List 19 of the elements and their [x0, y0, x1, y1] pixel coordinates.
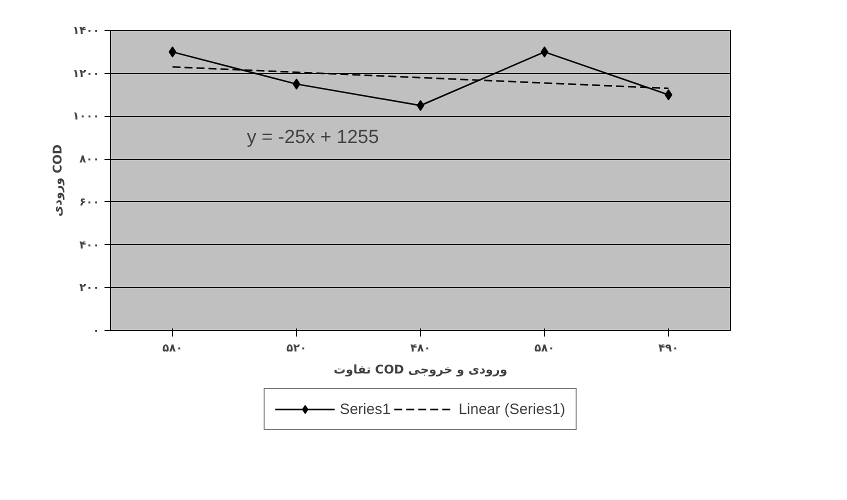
- y-tick-label: ۱۰۰۰: [72, 110, 100, 123]
- x-tick-label: ۴۹۰: [658, 342, 679, 354]
- y-axis-title: ورودی COD: [50, 144, 65, 217]
- x-tick-label: ۴۸۰: [410, 342, 431, 354]
- point: [416, 100, 424, 111]
- y-tick-label: ۰: [92, 324, 100, 337]
- legend-label: Series1: [340, 400, 391, 418]
- y-tick-label: ۶۰۰: [79, 195, 100, 208]
- y-tick-label: ۱۴۰۰: [72, 24, 100, 37]
- x-axis-title: تفاوت COD ورودی و خروجی: [334, 362, 508, 376]
- x-tick-label: ۵۸۰: [534, 342, 555, 354]
- annotation: y = -25x + 1255: [246, 127, 379, 148]
- x-tick-label: ۵۸۰: [162, 342, 183, 354]
- y-tick-label: ۱۲۰۰: [72, 66, 100, 80]
- y-tick-label: ۲۰۰: [79, 281, 100, 294]
- y-tick-label: ۸۰۰: [79, 152, 100, 166]
- x-tick-label: ۵۲۰: [286, 342, 307, 354]
- legend-label: Linear (Series1): [458, 400, 566, 418]
- y-tick-label: ۴۰۰: [79, 238, 100, 252]
